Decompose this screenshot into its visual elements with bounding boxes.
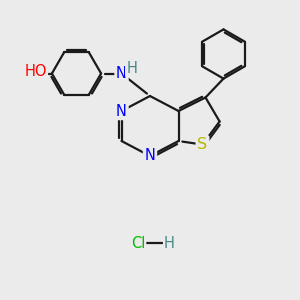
Text: N: N	[116, 103, 127, 118]
Text: Cl: Cl	[131, 236, 145, 250]
Text: N: N	[145, 148, 155, 164]
Text: S: S	[197, 137, 208, 152]
Text: H: H	[164, 236, 175, 250]
Text: HO: HO	[24, 64, 47, 80]
Text: N: N	[116, 66, 127, 81]
Text: H: H	[127, 61, 137, 76]
